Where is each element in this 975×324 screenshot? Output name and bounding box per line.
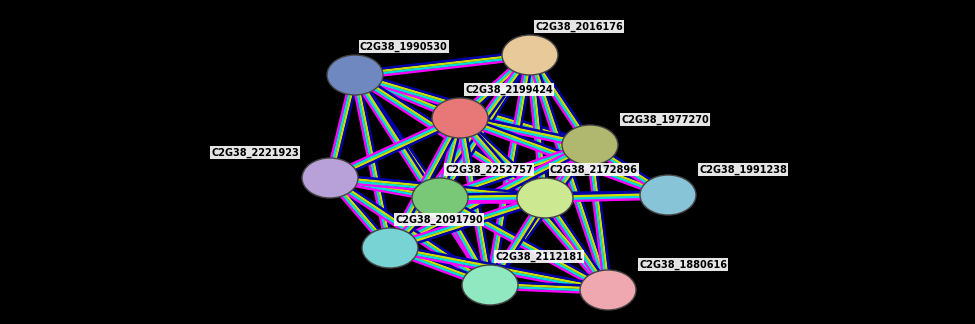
Text: C2G38_2016176: C2G38_2016176 <box>535 22 623 32</box>
Text: C2G38_1977270: C2G38_1977270 <box>621 115 709 125</box>
Text: C2G38_1991238: C2G38_1991238 <box>699 165 787 175</box>
Ellipse shape <box>302 158 358 198</box>
Ellipse shape <box>580 270 636 310</box>
Text: C2G38_2199424: C2G38_2199424 <box>465 85 553 95</box>
Ellipse shape <box>412 178 468 218</box>
Ellipse shape <box>432 98 488 138</box>
Text: C2G38_2172896: C2G38_2172896 <box>550 165 638 175</box>
Text: C2G38_1880616: C2G38_1880616 <box>639 260 727 270</box>
Ellipse shape <box>362 228 418 268</box>
Text: C2G38_2091790: C2G38_2091790 <box>395 215 483 225</box>
Ellipse shape <box>640 175 696 215</box>
Ellipse shape <box>462 265 518 305</box>
Ellipse shape <box>517 178 573 218</box>
Text: C2G38_2221923: C2G38_2221923 <box>212 148 299 158</box>
Ellipse shape <box>327 55 383 95</box>
Text: C2G38_2112181: C2G38_2112181 <box>495 252 583 262</box>
Text: C2G38_1990530: C2G38_1990530 <box>360 42 448 52</box>
Ellipse shape <box>502 35 558 75</box>
Text: C2G38_2252757: C2G38_2252757 <box>445 165 532 175</box>
Ellipse shape <box>562 125 618 165</box>
